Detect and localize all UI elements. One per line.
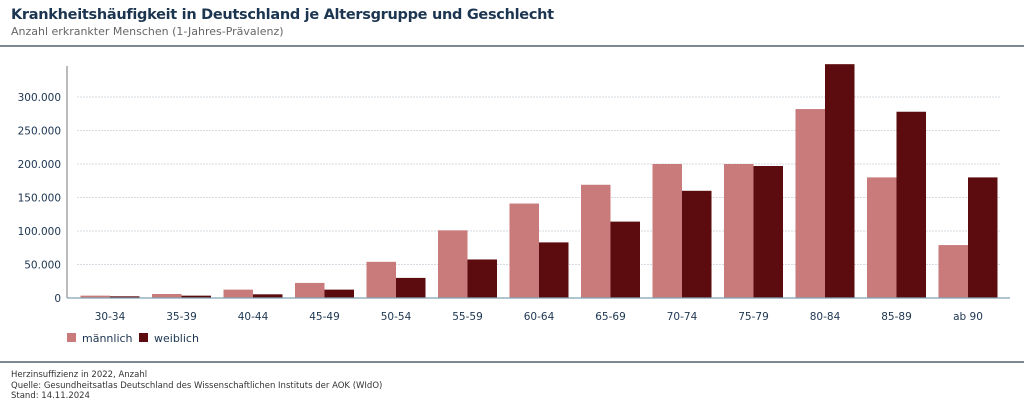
y-tick-label: 100.000 [18,226,61,238]
x-tick-label: 85-89 [881,311,912,323]
bar-maennlich [652,164,682,298]
y-tick-label: 200.000 [18,159,61,171]
bar-maennlich [795,109,825,298]
bar-maennlich [438,230,468,298]
legend-label: weiblich [154,332,199,345]
x-tick-label: 65-69 [595,311,626,323]
bar-weiblich [324,289,354,298]
y-tick-label: 50.000 [24,260,61,272]
bar-weiblich [253,294,283,298]
bar-weiblich [610,221,640,298]
bar-weiblich [682,190,712,298]
bar-weiblich [896,111,926,299]
footer-source: Quelle: Gesundheitsatlas Deutschland des… [11,380,383,391]
bar-weiblich [467,259,497,298]
x-tick-label: 45-49 [309,311,340,323]
y-tick-label: 150.000 [18,193,61,205]
bar-maennlich [80,295,110,298]
bar-maennlich [724,164,754,298]
bar-weiblich [110,296,140,298]
chart-subtitle: Anzahl erkrankter Menschen (1-Jahres-Prä… [11,25,284,38]
bar-weiblich [539,242,569,298]
x-tick-label: 75-79 [738,311,769,323]
legend-label: männlich [82,332,133,345]
y-tick-label: 300.000 [18,92,61,104]
bar-maennlich [223,289,253,298]
bar-weiblich [181,295,211,298]
bar-maennlich [581,184,611,298]
bar-maennlich [366,261,396,298]
y-tick-label: 0 [54,293,61,305]
bar-maennlich [509,203,539,298]
x-tick-label: 60-64 [524,311,555,323]
y-tick-label: 250.000 [18,126,61,138]
x-tick-label: 80-84 [810,311,841,323]
x-tick-label: 70-74 [667,311,698,323]
bar-weiblich [825,64,855,298]
bar-weiblich [968,177,998,298]
x-tick-label: 30-34 [95,311,126,323]
x-tick-label: 40-44 [238,311,269,323]
chart-title: Krankheitshäufigkeit in Deutschland je A… [11,7,554,23]
bar-weiblich [753,166,783,298]
bar-weiblich [396,277,426,298]
footer-note: Herzinsuffizienz in 2022, Anzahl [11,370,148,380]
bar-maennlich [295,282,325,298]
x-tick-label: ab 90 [953,311,983,323]
bar-maennlich [152,293,182,298]
header-divider [0,45,1024,47]
x-tick-label: 35-39 [166,311,197,323]
legend-swatch-weiblich [139,333,148,342]
bar-maennlich [867,177,897,298]
legend-swatch-maennlich [67,333,76,342]
x-tick-label: 55-59 [452,311,483,323]
footer-date: Stand: 14.11.2024 [11,391,90,401]
bar-maennlich [938,245,968,298]
x-tick-label: 50-54 [381,311,412,323]
footer-divider [0,361,1024,363]
